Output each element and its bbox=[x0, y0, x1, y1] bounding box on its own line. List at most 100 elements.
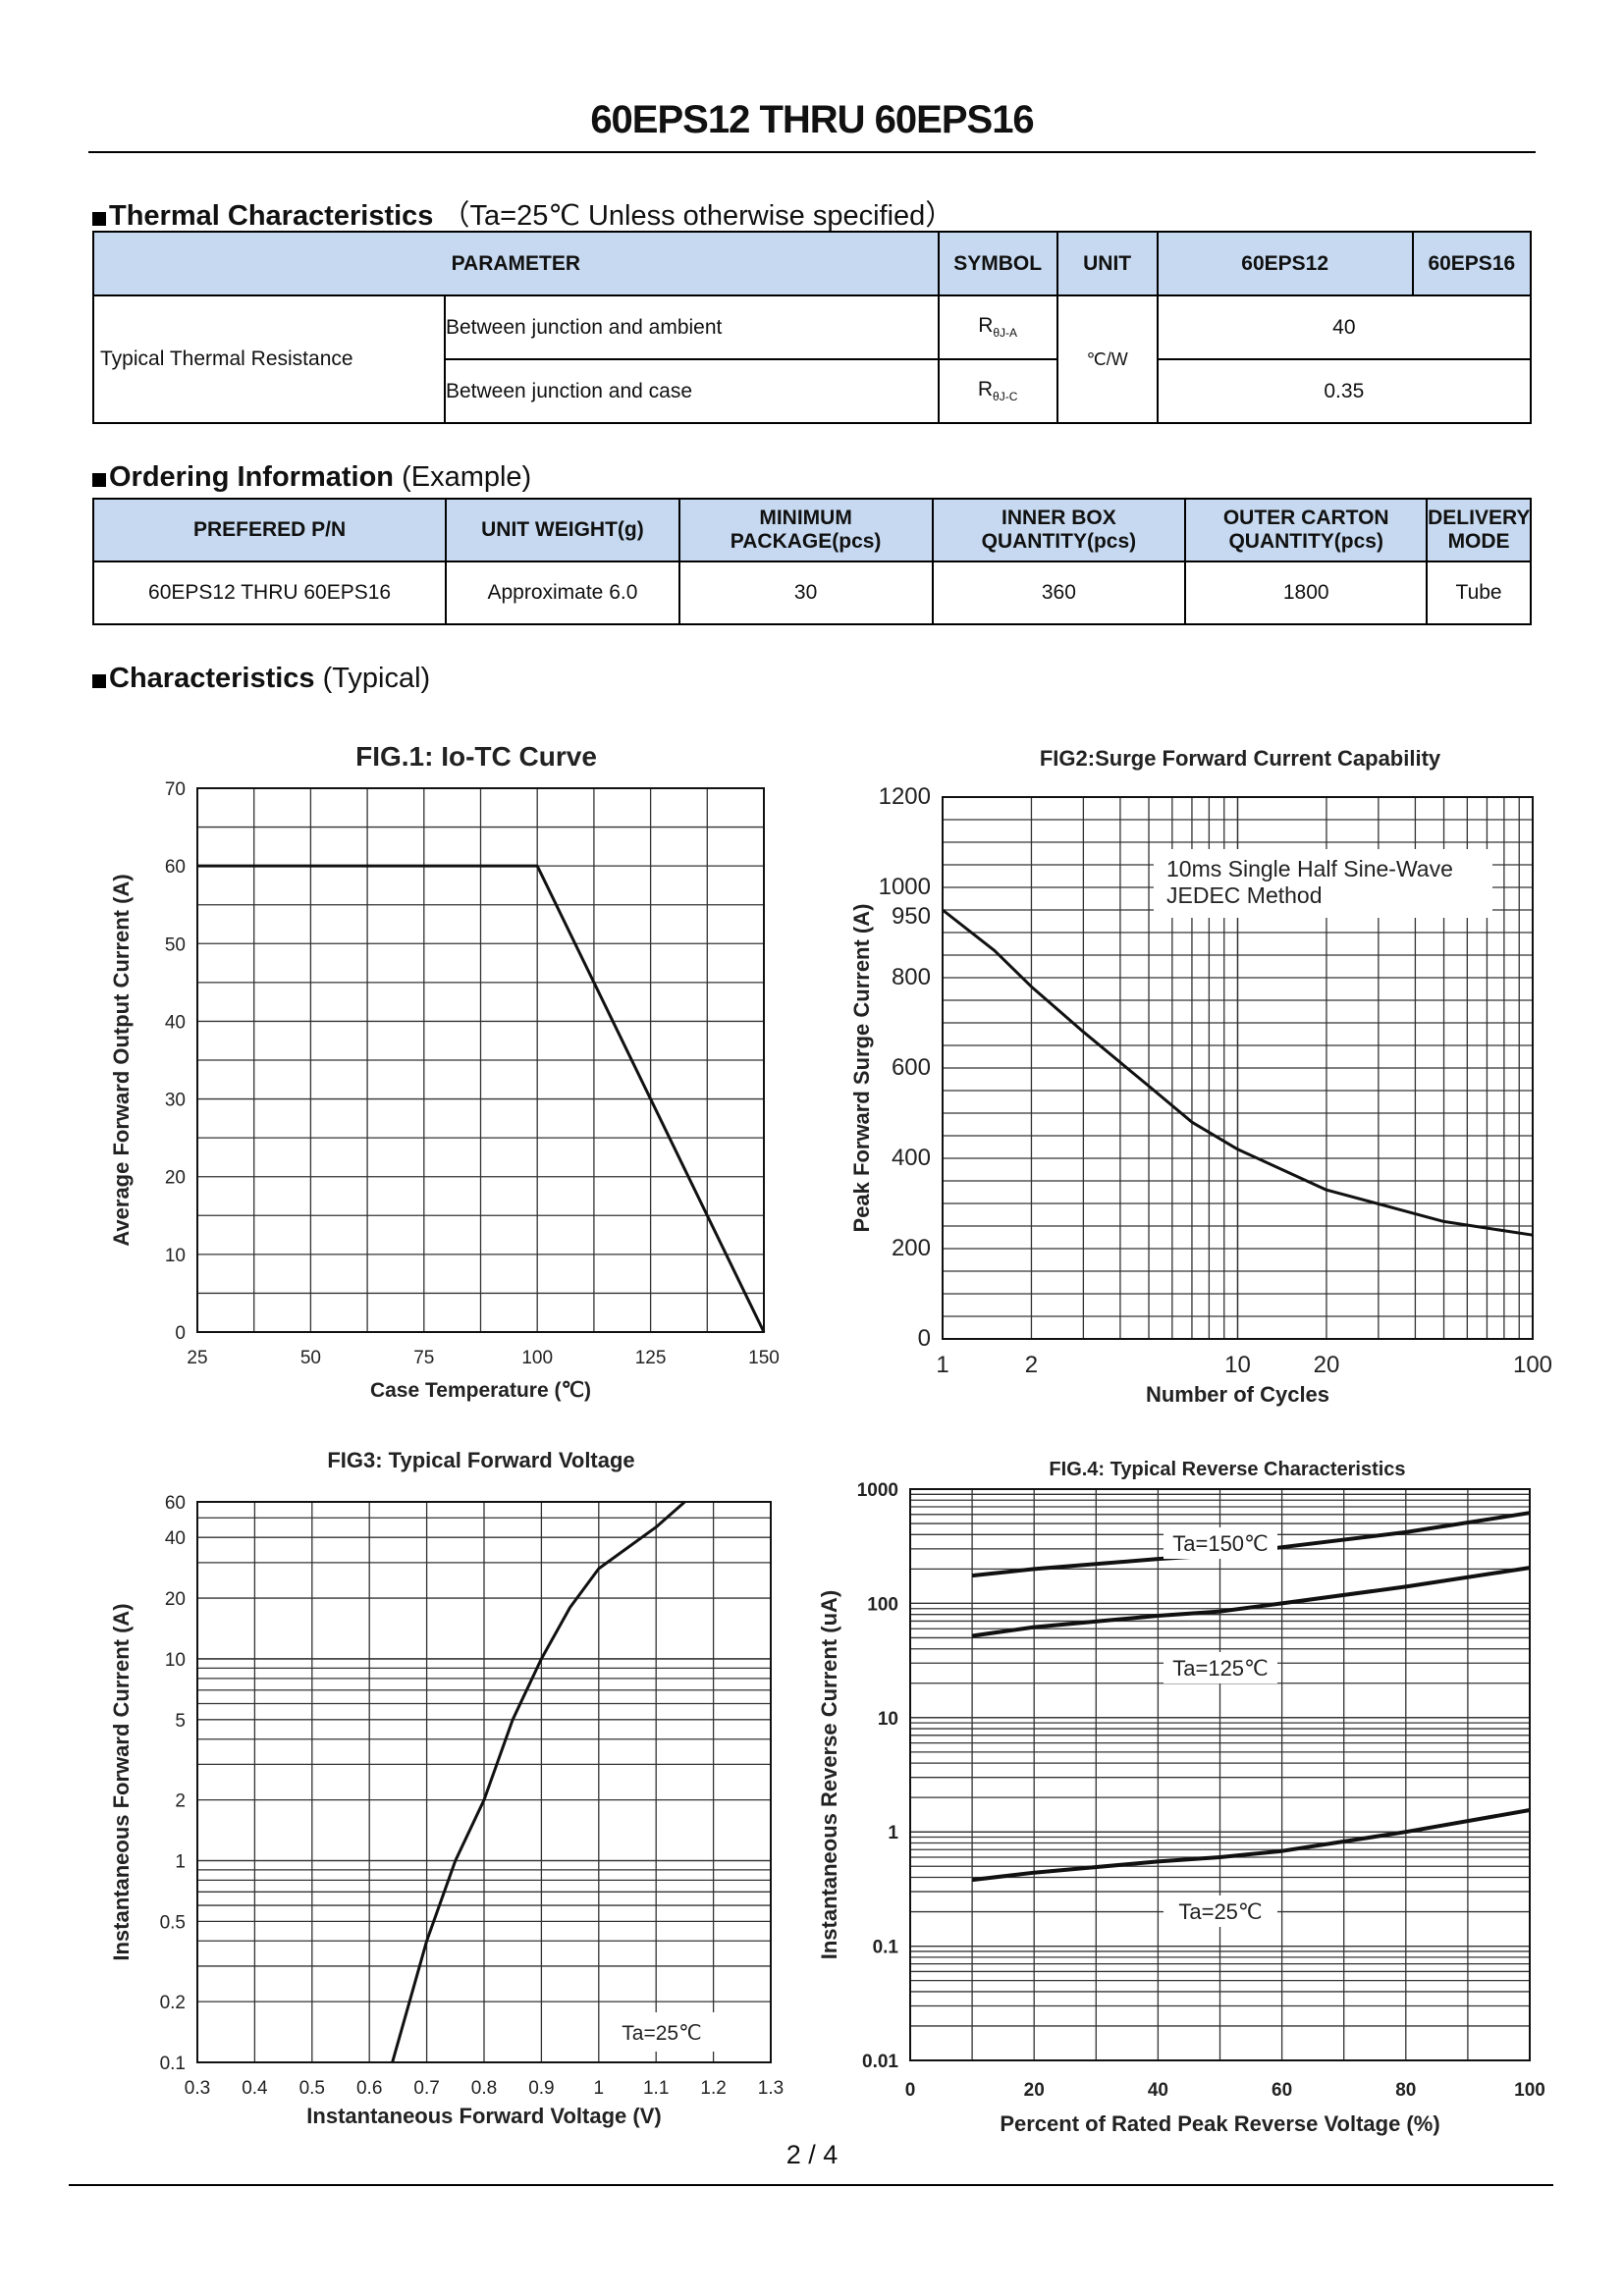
y-tick-label: 800 bbox=[892, 964, 931, 990]
th-outer-carton: OUTER CARTON QUANTITY(pcs) bbox=[1184, 498, 1429, 562]
y-tick-label: 60 bbox=[165, 1493, 186, 1514]
characteristics-heading-text: Characteristics bbox=[109, 663, 315, 694]
y-tick-label: 70 bbox=[165, 779, 186, 800]
y-tick-label: 0.2 bbox=[160, 1993, 186, 2013]
y-tick-label: 10 bbox=[165, 1650, 186, 1671]
series-label-bg bbox=[1164, 1652, 1277, 1683]
th-inner-box: INNER BOX QUANTITY(pcs) bbox=[931, 498, 1187, 562]
y-tick-label: 0 bbox=[918, 1325, 931, 1352]
plot-frame bbox=[196, 787, 765, 1333]
x-axis-label: Percent of Rated Peak Reverse Voltage (%… bbox=[1000, 2111, 1439, 2136]
y-tick-label: 60 bbox=[165, 857, 186, 878]
y-axis-label: Peak Forward Surge Current (A) bbox=[849, 904, 874, 1233]
y-tick-label: 1200 bbox=[879, 783, 931, 810]
annotation-bg bbox=[1154, 849, 1492, 918]
x-tick-label: 20 bbox=[1314, 1352, 1340, 1378]
y-tick-label: 1 bbox=[888, 1823, 898, 1843]
x-tick-label: 1.1 bbox=[643, 2078, 669, 2099]
annotation-text: 10ms Single Half Sine-Wave bbox=[1166, 856, 1453, 881]
title-rule bbox=[88, 151, 1536, 153]
symbol-sub: θJ-A bbox=[993, 326, 1018, 341]
y-tick-label: 40 bbox=[165, 1012, 186, 1033]
y-tick-label: 50 bbox=[165, 934, 186, 955]
series-line bbox=[971, 1808, 1531, 1883]
ordering-note: (Example) bbox=[402, 461, 532, 493]
th-min-package: MINIMUM PACKAGE(pcs) bbox=[677, 498, 934, 562]
ordering-heading: Ordering Information (Example) bbox=[92, 461, 531, 494]
cell-delivery: Tube bbox=[1426, 561, 1532, 625]
x-tick-label: 1 bbox=[594, 2078, 605, 2099]
y-tick-label: 1000 bbox=[857, 1480, 898, 1501]
y-tick-label: 0.5 bbox=[160, 1912, 186, 1933]
param-desc: Between junction and ambient bbox=[444, 294, 940, 360]
x-tick-label: 50 bbox=[300, 1348, 321, 1368]
th-60eps16: 60EPS16 bbox=[1411, 231, 1533, 296]
y-tick-label: 0 bbox=[175, 1323, 186, 1344]
x-tick-label: 80 bbox=[1395, 2080, 1416, 2101]
thermal-table: PARAMETER SYMBOL UNIT 60EPS12 60EPS16 Ty… bbox=[92, 231, 1533, 424]
y-tick-label: 400 bbox=[892, 1145, 931, 1171]
y-tick-label: 1000 bbox=[879, 874, 931, 900]
characteristics-heading: Characteristics (Typical) bbox=[92, 663, 430, 695]
y-tick-label: 200 bbox=[892, 1235, 931, 1261]
y-tick-label: 100 bbox=[867, 1594, 898, 1615]
x-tick-label: 75 bbox=[413, 1348, 434, 1368]
x-tick-label: 0.6 bbox=[356, 2078, 382, 2099]
x-tick-label: 100 bbox=[1513, 1352, 1552, 1378]
x-tick-label: 0.4 bbox=[242, 2078, 268, 2099]
series-label: Ta=25℃ bbox=[1178, 1899, 1262, 1924]
document-title: 60EPS12 THRU 60EPS16 bbox=[590, 98, 1034, 141]
cell-min-package: 30 bbox=[677, 561, 934, 625]
page-number: 2 / 4 bbox=[785, 2140, 839, 2169]
x-tick-label: 100 bbox=[521, 1348, 553, 1368]
th-symbol: SYMBOL bbox=[937, 231, 1058, 296]
thermal-heading-text: Thermal Characteristics bbox=[109, 200, 434, 232]
x-tick-label: 20 bbox=[1024, 2080, 1045, 2101]
y-axis-label: Average Forward Output Current (A) bbox=[109, 874, 134, 1246]
y-tick-label: 0.1 bbox=[873, 1938, 899, 1958]
th-unit: UNIT bbox=[1056, 231, 1159, 296]
x-tick-label: 0.7 bbox=[413, 2078, 439, 2099]
x-tick-label: 10 bbox=[1224, 1352, 1251, 1378]
plot-frame bbox=[196, 1501, 772, 2063]
x-tick-label: 2 bbox=[1025, 1352, 1038, 1378]
annotation-bg bbox=[604, 2012, 720, 2052]
x-tick-label: 125 bbox=[635, 1348, 667, 1368]
x-tick-label: 0.8 bbox=[471, 2078, 497, 2099]
cell-weight: Approximate 6.0 bbox=[445, 561, 680, 625]
th-weight: UNIT WEIGHT(g) bbox=[445, 498, 680, 562]
plot-frame bbox=[942, 796, 1534, 1340]
y-tick-label: 0.01 bbox=[862, 2052, 898, 2072]
plot-frame bbox=[909, 1488, 1531, 2061]
series-line bbox=[942, 908, 1534, 1237]
x-tick-label: 150 bbox=[748, 1348, 780, 1368]
y-tick-label: 950 bbox=[892, 903, 931, 930]
characteristics-note: (Typical) bbox=[322, 663, 431, 694]
ordering-table: PREFERED P/N UNIT WEIGHT(g) MINIMUM PACK… bbox=[91, 498, 1532, 625]
x-tick-label: 1 bbox=[936, 1352, 948, 1378]
y-tick-label: 10 bbox=[165, 1246, 186, 1266]
y-tick-label: 20 bbox=[165, 1589, 186, 1610]
annotation-text: Ta=25℃ bbox=[622, 2022, 701, 2045]
chart-title: FIG3: Typical Forward Voltage bbox=[327, 1448, 634, 1472]
y-tick-label: 600 bbox=[892, 1054, 931, 1081]
param-name: Typical Thermal Resistance bbox=[92, 294, 446, 424]
y-tick-label: 10 bbox=[878, 1709, 898, 1730]
annotation-text: JEDEC Method bbox=[1166, 882, 1323, 908]
y-axis-label: Instantaneous Forward Current (A) bbox=[109, 1603, 134, 1960]
x-tick-label: 1.3 bbox=[758, 2078, 784, 2099]
bullet-square-icon bbox=[92, 212, 106, 226]
x-tick-label: 0.9 bbox=[528, 2078, 554, 2099]
x-tick-label: 25 bbox=[187, 1348, 207, 1368]
y-tick-label: 2 bbox=[175, 1791, 186, 1812]
x-axis-label: Case Temperature (℃) bbox=[370, 1379, 591, 1402]
bullet-square-icon bbox=[92, 473, 106, 487]
series-label-bg bbox=[1164, 1896, 1277, 1927]
symbol-r: R bbox=[978, 314, 994, 338]
series-line bbox=[971, 1566, 1531, 1638]
symbol: RθJ-A bbox=[937, 294, 1058, 360]
series-line bbox=[391, 1500, 686, 2063]
x-tick-label: 1.2 bbox=[700, 2078, 726, 2099]
x-tick-label: 0.5 bbox=[299, 2078, 325, 2099]
